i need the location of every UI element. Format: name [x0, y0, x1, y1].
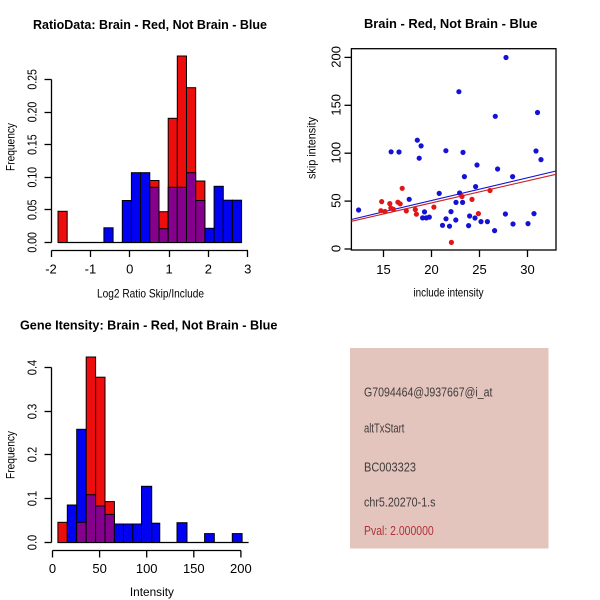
svg-text:0.1: 0.1: [25, 491, 40, 507]
svg-text:Log2 Ratio Skip/Include: Log2 Ratio Skip/Include: [97, 287, 204, 301]
svg-text:Frequency: Frequency: [4, 123, 18, 171]
svg-text:50: 50: [92, 561, 106, 576]
svg-text:25: 25: [472, 262, 486, 277]
svg-text:Brain - Red, Not Brain - Blue: Brain - Red, Not Brain - Blue: [364, 16, 538, 31]
svg-text:0: 0: [49, 561, 56, 576]
svg-text:200: 200: [329, 46, 344, 68]
svg-text:100: 100: [136, 561, 158, 576]
svg-text:chr5.20270-1.s: chr5.20270-1.s: [364, 495, 436, 510]
svg-text:150: 150: [329, 94, 344, 116]
svg-text:Frequency: Frequency: [4, 431, 18, 479]
svg-text:0.00: 0.00: [25, 232, 40, 253]
svg-text:Gene Itensity: Brain - Red, No: Gene Itensity: Brain - Red, Not Brain - …: [20, 318, 278, 333]
svg-text:15: 15: [376, 262, 390, 277]
svg-text:2: 2: [205, 261, 212, 276]
svg-text:0.2: 0.2: [25, 447, 40, 463]
svg-text:1: 1: [165, 261, 172, 276]
svg-text:include intensity: include intensity: [414, 286, 484, 300]
svg-text:100: 100: [329, 142, 344, 164]
svg-text:0.0: 0.0: [25, 535, 40, 551]
svg-text:skip intensity: skip intensity: [305, 117, 319, 179]
svg-text:150: 150: [183, 561, 205, 576]
svg-text:Intensity: Intensity: [130, 585, 174, 599]
svg-text:0.20: 0.20: [25, 102, 40, 123]
svg-text:0: 0: [126, 261, 133, 276]
svg-text:altTxStart: altTxStart: [364, 421, 405, 436]
svg-text:G7094464@J937667@i_at: G7094464@J937667@i_at: [364, 385, 493, 400]
svg-text:200: 200: [230, 561, 252, 576]
svg-text:0.10: 0.10: [25, 167, 40, 188]
svg-text:0.4: 0.4: [25, 360, 40, 376]
svg-text:0.15: 0.15: [25, 134, 40, 155]
svg-text:0: 0: [329, 245, 344, 252]
svg-text:-2: -2: [45, 261, 57, 276]
svg-text:-1: -1: [85, 261, 97, 276]
svg-text:50: 50: [329, 193, 344, 207]
svg-text:20: 20: [424, 262, 438, 277]
svg-text:0.3: 0.3: [25, 404, 40, 420]
svg-text:0.25: 0.25: [25, 69, 40, 90]
svg-text:BC003323: BC003323: [364, 460, 416, 475]
svg-text:Pval: 2.000000: Pval: 2.000000: [364, 523, 434, 538]
svg-text:0.05: 0.05: [25, 200, 40, 221]
svg-text:30: 30: [520, 262, 534, 277]
svg-text:3: 3: [244, 261, 251, 276]
svg-text:RatioData: Brain - Red, Not Br: RatioData: Brain - Red, Not Brain - Blue: [33, 17, 267, 32]
